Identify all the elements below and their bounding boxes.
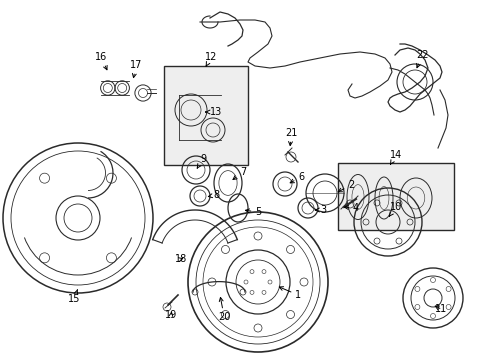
Text: 20: 20 [218, 297, 230, 322]
Text: 11: 11 [434, 304, 447, 314]
Text: 15: 15 [68, 290, 80, 304]
Text: 17: 17 [130, 60, 142, 77]
Text: 16: 16 [95, 52, 107, 70]
Text: 7: 7 [232, 167, 246, 180]
Text: 14: 14 [389, 150, 402, 164]
Text: 2: 2 [338, 180, 353, 192]
Text: 6: 6 [289, 172, 304, 183]
Text: 19: 19 [164, 310, 177, 320]
Text: 22: 22 [415, 50, 427, 68]
Text: 8: 8 [208, 190, 219, 200]
Bar [163, 66, 247, 165]
Bar [163, 66, 247, 165]
Bar [337, 163, 453, 230]
Text: 5: 5 [245, 207, 261, 217]
Text: 12: 12 [204, 52, 217, 66]
Text: 13: 13 [205, 107, 222, 117]
Text: 10: 10 [388, 202, 402, 216]
Text: 3: 3 [315, 205, 325, 215]
Text: 18: 18 [175, 254, 187, 264]
Text: 4: 4 [344, 203, 358, 213]
Bar [337, 163, 453, 230]
Text: 1: 1 [279, 287, 301, 300]
Text: 21: 21 [285, 128, 297, 145]
Text: 9: 9 [197, 154, 206, 168]
